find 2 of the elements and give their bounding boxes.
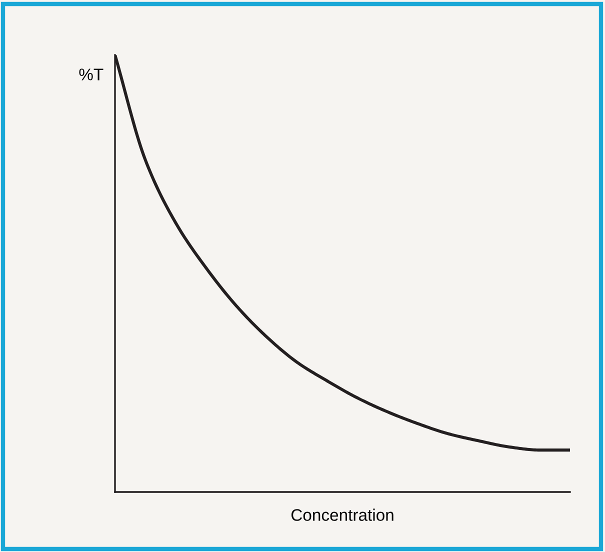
x-axis-title: Concentration <box>291 508 394 521</box>
y-axis-title: %T <box>79 68 104 80</box>
